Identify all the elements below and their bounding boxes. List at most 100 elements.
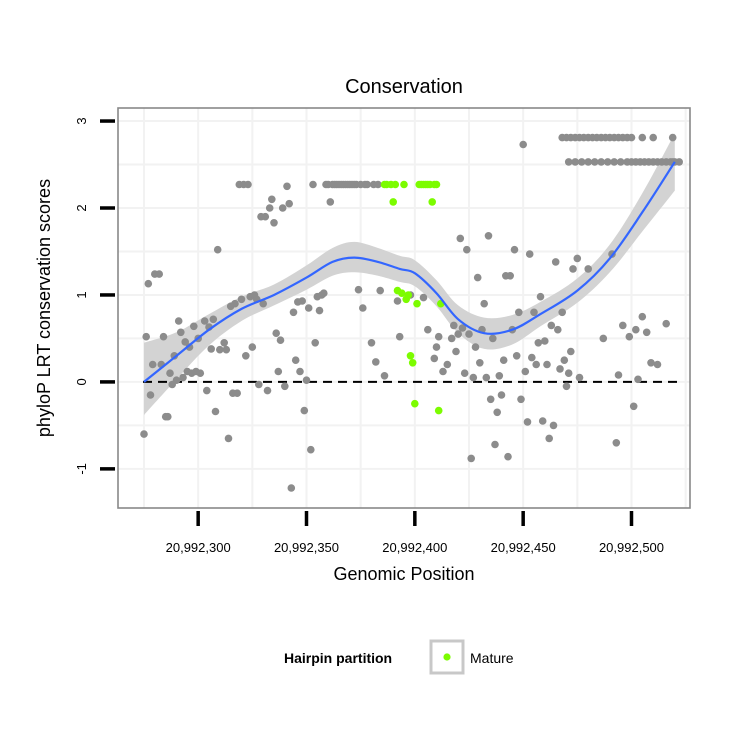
data-point bbox=[532, 360, 540, 369]
data-point bbox=[263, 386, 272, 395]
data-point bbox=[530, 308, 538, 317]
plot-panel-border bbox=[117, 107, 691, 509]
data-point bbox=[584, 158, 592, 166]
data-point bbox=[254, 380, 263, 389]
data-point bbox=[181, 338, 189, 346]
data-point bbox=[326, 198, 335, 206]
data-point bbox=[460, 369, 469, 378]
legend-title: Hairpin partition bbox=[284, 650, 392, 666]
x-tick-label: 20,992,300 bbox=[166, 540, 231, 555]
data-point bbox=[213, 245, 222, 254]
data-point bbox=[274, 367, 283, 376]
data-point bbox=[612, 439, 621, 447]
data-point bbox=[450, 321, 458, 330]
data-point bbox=[259, 299, 268, 308]
data-point bbox=[528, 353, 536, 362]
y-tick-label: 2 bbox=[74, 204, 89, 211]
data-point bbox=[499, 356, 508, 365]
data-point bbox=[569, 265, 577, 273]
y-tick-label: 0 bbox=[74, 378, 89, 385]
data-point bbox=[285, 199, 294, 208]
data-point bbox=[634, 375, 642, 384]
data-point bbox=[148, 360, 157, 369]
data-point bbox=[454, 330, 463, 338]
data-point bbox=[517, 395, 525, 404]
data-point bbox=[668, 133, 677, 142]
data-point bbox=[638, 133, 647, 142]
data-point bbox=[625, 332, 634, 341]
data-point-mature bbox=[400, 180, 408, 189]
data-point bbox=[554, 325, 562, 334]
data-point bbox=[272, 329, 281, 338]
data-point bbox=[177, 328, 185, 337]
data-point bbox=[642, 328, 651, 337]
y-tick-label: 1 bbox=[74, 291, 89, 298]
data-point bbox=[627, 133, 636, 142]
data-point bbox=[439, 367, 447, 376]
data-point-mature bbox=[389, 198, 398, 206]
data-point-mature bbox=[432, 180, 441, 189]
data-point bbox=[298, 297, 307, 305]
data-point bbox=[309, 180, 317, 189]
x-axis-label: Genomic Position bbox=[333, 564, 474, 584]
data-point bbox=[424, 325, 432, 334]
data-point bbox=[543, 360, 551, 369]
data-point bbox=[541, 337, 549, 345]
y-axis: -1 0 1 2 3 bbox=[74, 117, 115, 475]
data-point bbox=[315, 306, 324, 315]
data-point-mature bbox=[434, 406, 443, 415]
data-point bbox=[146, 391, 155, 399]
data-point bbox=[248, 343, 257, 351]
data-point bbox=[304, 304, 313, 312]
data-point bbox=[172, 376, 181, 385]
data-point bbox=[430, 354, 439, 363]
data-point bbox=[482, 373, 491, 382]
data-point bbox=[534, 339, 543, 347]
data-point bbox=[564, 158, 573, 166]
data-point bbox=[179, 373, 187, 382]
data-point bbox=[164, 412, 172, 421]
data-point bbox=[311, 339, 320, 347]
data-point bbox=[296, 367, 304, 376]
data-point bbox=[675, 158, 683, 166]
data-point bbox=[463, 245, 471, 254]
data-point bbox=[159, 332, 168, 341]
data-point bbox=[393, 297, 402, 305]
points-other bbox=[140, 133, 683, 492]
data-point bbox=[166, 369, 174, 378]
data-point bbox=[597, 158, 605, 166]
data-point bbox=[395, 332, 404, 341]
data-point bbox=[603, 158, 612, 166]
data-point bbox=[510, 245, 519, 254]
y-axis-label: phyloP LRT conservation scores bbox=[34, 179, 54, 437]
data-point-mature bbox=[413, 299, 421, 308]
data-point bbox=[144, 279, 153, 288]
data-point bbox=[638, 312, 647, 321]
data-point bbox=[504, 452, 512, 461]
data-point bbox=[278, 204, 287, 212]
data-point bbox=[174, 317, 183, 325]
data-point bbox=[237, 295, 246, 304]
x-tick-label: 20,992,350 bbox=[274, 540, 339, 555]
data-point bbox=[207, 345, 215, 353]
data-point bbox=[196, 369, 205, 378]
data-point bbox=[307, 445, 315, 454]
data-point bbox=[547, 321, 556, 330]
x-tick-label: 20,992,400 bbox=[382, 540, 447, 555]
data-point bbox=[268, 195, 276, 204]
data-point bbox=[560, 356, 569, 365]
data-point bbox=[465, 330, 473, 338]
legend-key-mature-dot bbox=[443, 653, 451, 661]
data-point bbox=[432, 343, 441, 351]
data-point bbox=[452, 347, 460, 356]
data-point bbox=[447, 334, 456, 343]
data-point bbox=[367, 339, 376, 347]
data-point bbox=[610, 158, 618, 166]
data-point bbox=[363, 180, 372, 189]
data-point bbox=[261, 212, 270, 221]
data-point bbox=[489, 334, 497, 343]
data-point bbox=[434, 332, 443, 341]
y-tick-label: 3 bbox=[74, 117, 89, 124]
data-point bbox=[359, 304, 367, 312]
data-point bbox=[486, 395, 495, 404]
